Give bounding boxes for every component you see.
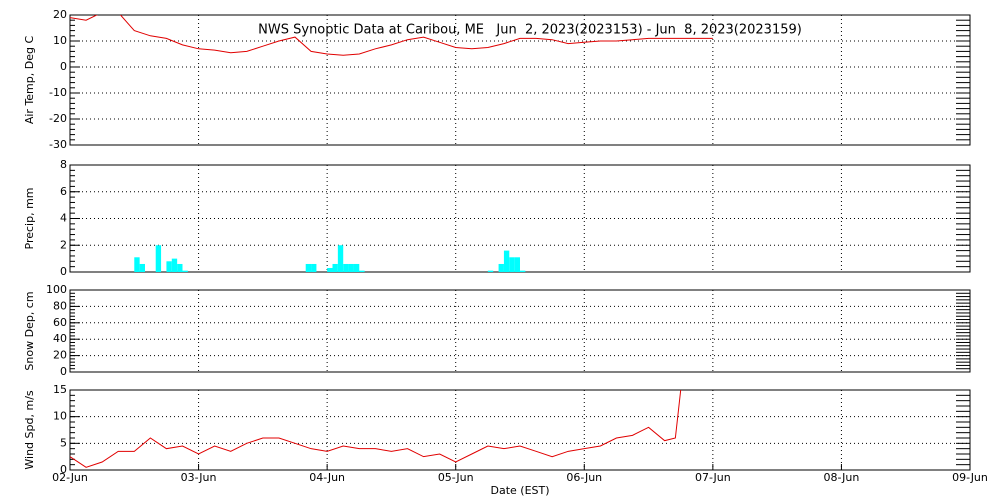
bar (353, 263, 360, 272)
x-tick-label: 05-Jun (438, 471, 474, 484)
x-tick-label: 03-Jun (181, 471, 217, 484)
x-tick-label: 02-Jun (52, 471, 88, 484)
plot-frame (69, 289, 971, 373)
bar (487, 270, 494, 272)
y-tick-label: 40 (53, 332, 67, 345)
bar (311, 263, 317, 272)
x-tick-label: 09-Jun (952, 471, 988, 484)
y-tick-label: 0 (60, 365, 67, 378)
y-tick-label: -30 (49, 138, 67, 151)
plot-frame (69, 14, 971, 146)
bar (359, 270, 365, 272)
x-tick-label: 06-Jun (566, 471, 602, 484)
y-tick-label: -10 (49, 86, 67, 99)
plot-area (134, 245, 526, 272)
x-tick-label: 04-Jun (309, 471, 345, 484)
y-tick-label: 0 (60, 60, 67, 73)
bar (503, 250, 510, 272)
y-tick-label: 10 (53, 410, 67, 423)
plot-area (70, 15, 713, 56)
y-tick-label: 10 (53, 34, 67, 47)
bar (343, 263, 349, 272)
bar (182, 270, 188, 272)
bar (514, 257, 520, 272)
bar (166, 261, 172, 272)
y-tick-label: 80 (53, 299, 67, 312)
bar (327, 267, 333, 272)
y-tick-label: 6 (60, 185, 67, 198)
y-tick-label: 0 (60, 265, 67, 278)
y-axis-label: Air Temp, Deg C (23, 36, 36, 125)
line-series (70, 390, 682, 468)
bar (498, 263, 504, 272)
x-tick-label: 08-Jun (824, 471, 860, 484)
bar (509, 257, 515, 272)
y-axis-label: Precip, mm (23, 188, 36, 250)
bar (155, 245, 162, 272)
plot-frame (69, 389, 971, 471)
line-series (70, 15, 713, 56)
bar (332, 263, 338, 272)
y-tick-label: 0 (60, 463, 67, 476)
plot-area (70, 390, 682, 468)
y-tick-label: 8 (60, 158, 67, 171)
bar (348, 263, 354, 272)
bar (337, 245, 344, 272)
chart-title: NWS Synoptic Data at Caribou, ME Jun 2, … (258, 23, 802, 38)
y-tick-label: 5 (60, 436, 67, 449)
y-tick-label: 20 (53, 8, 67, 21)
y-tick-label: 2 (60, 238, 67, 251)
bar (134, 257, 140, 272)
bar (139, 263, 145, 272)
bar (177, 263, 183, 272)
bar (171, 258, 178, 272)
y-tick-label: 4 (60, 212, 67, 225)
y-tick-label: -20 (49, 112, 67, 125)
y-axis-label: Snow Dep, cm (23, 291, 36, 370)
y-tick-label: 100 (46, 283, 67, 296)
bar (520, 270, 526, 272)
y-tick-label: 15 (53, 383, 67, 396)
x-axis-label: Date (EST) (490, 484, 549, 497)
bar (305, 263, 312, 272)
x-tick-label: 07-Jun (695, 471, 731, 484)
y-axis-label: Wind Spd, m/s (23, 390, 36, 470)
y-tick-label: 60 (53, 316, 67, 329)
y-tick-label: 20 (53, 349, 67, 362)
